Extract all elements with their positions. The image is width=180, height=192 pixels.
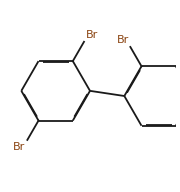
Text: Br: Br bbox=[13, 142, 26, 152]
Text: Br: Br bbox=[116, 35, 129, 45]
Text: Br: Br bbox=[86, 30, 98, 40]
